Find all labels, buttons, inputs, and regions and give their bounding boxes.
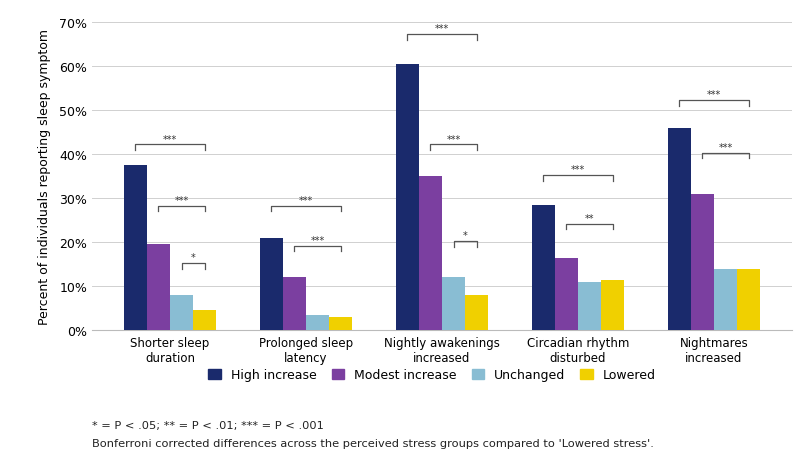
Bar bbox=[193, 311, 216, 330]
Text: ***: *** bbox=[299, 196, 313, 206]
Legend: High increase, Modest increase, Unchanged, Lowered: High increase, Modest increase, Unchange… bbox=[208, 369, 656, 381]
Bar bbox=[532, 205, 555, 330]
Text: *: * bbox=[462, 231, 467, 241]
Text: **: ** bbox=[585, 213, 594, 223]
Text: ***: *** bbox=[310, 235, 325, 245]
Bar bbox=[691, 194, 714, 330]
Bar bbox=[147, 245, 170, 330]
Text: ***: *** bbox=[707, 90, 721, 100]
Bar bbox=[714, 269, 737, 330]
Bar bbox=[170, 295, 193, 330]
Bar bbox=[396, 65, 419, 330]
Bar bbox=[465, 295, 488, 330]
Bar bbox=[442, 278, 465, 330]
Text: ***: *** bbox=[446, 134, 461, 144]
Y-axis label: Percent of individuals reporting sleep symptom: Percent of individuals reporting sleep s… bbox=[38, 29, 51, 325]
Bar bbox=[419, 177, 442, 330]
Bar bbox=[668, 129, 691, 330]
Bar bbox=[555, 258, 578, 330]
Text: ***: *** bbox=[571, 165, 585, 175]
Text: *: * bbox=[190, 253, 195, 263]
Bar bbox=[283, 278, 306, 330]
Bar bbox=[306, 315, 329, 330]
Bar bbox=[737, 269, 760, 330]
Text: ***: *** bbox=[174, 196, 189, 206]
Bar bbox=[329, 317, 352, 330]
Text: ***: *** bbox=[435, 24, 449, 34]
Text: Bonferroni corrected differences across the perceived stress groups compared to : Bonferroni corrected differences across … bbox=[92, 438, 654, 448]
Text: * = P < .05; ** = P < .01; *** = P < .001: * = P < .05; ** = P < .01; *** = P < .00… bbox=[92, 420, 324, 430]
Text: ***: *** bbox=[163, 134, 177, 144]
Bar bbox=[578, 282, 601, 330]
Bar bbox=[260, 238, 283, 330]
Bar bbox=[601, 280, 624, 330]
Text: ***: *** bbox=[718, 143, 733, 153]
Bar bbox=[124, 166, 147, 330]
